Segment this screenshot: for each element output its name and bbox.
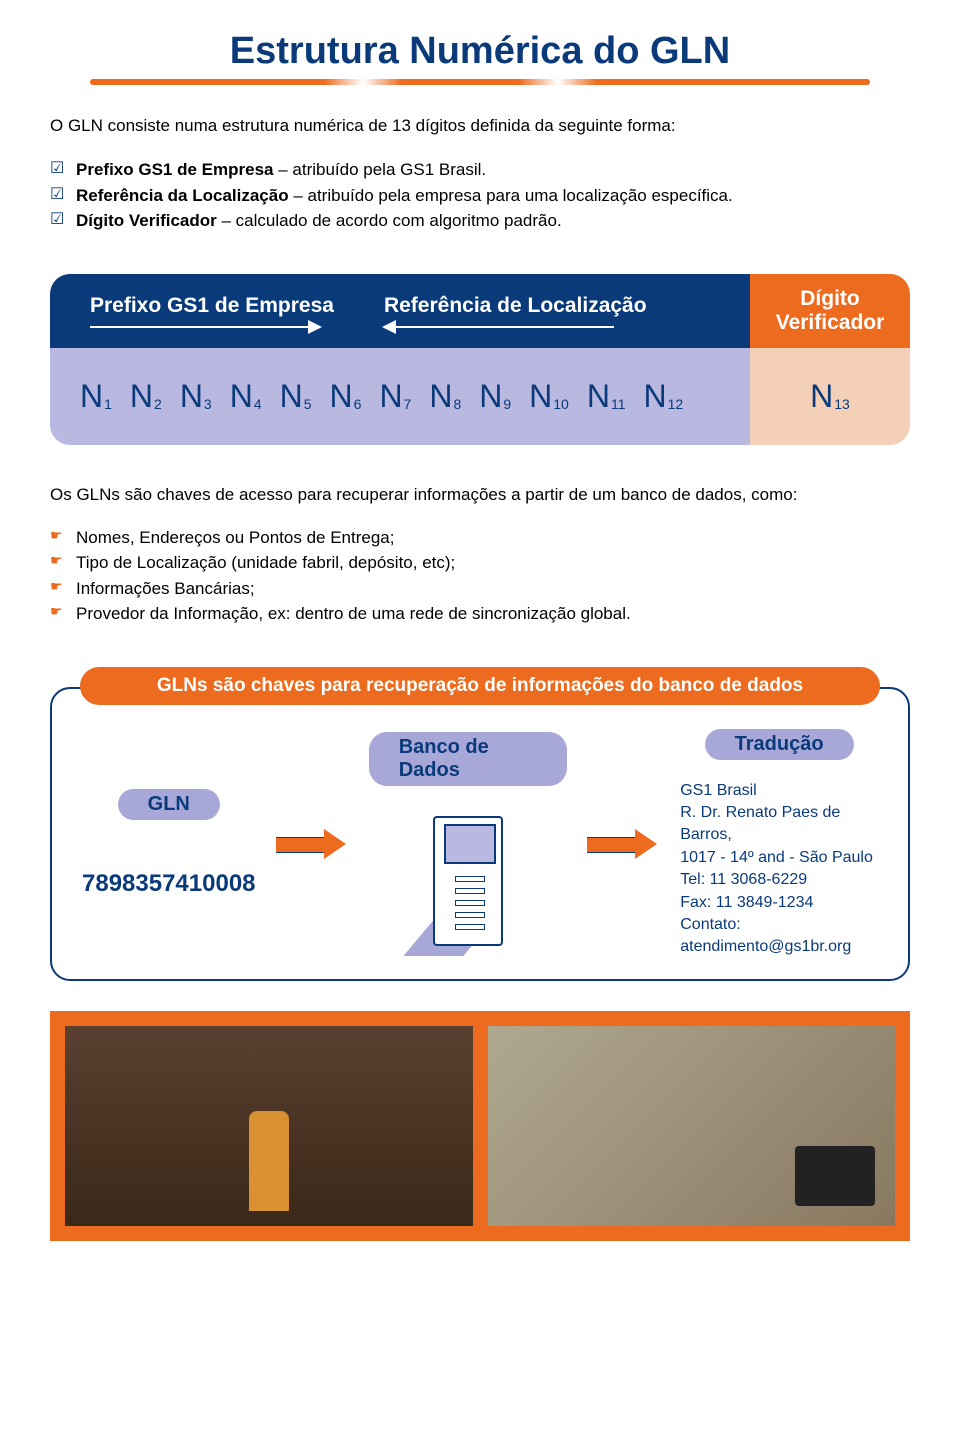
- photo-warehouse: [65, 1026, 473, 1226]
- n-cell: N1: [80, 378, 112, 415]
- n-subscript: 10: [553, 396, 569, 412]
- checklist-item: Referência da Localização – atribuído pe…: [50, 183, 910, 209]
- structure-diagram: Prefixo GS1 de Empresa Referência de Loc…: [50, 274, 910, 445]
- check-digit-label: Dígito Verificador: [750, 274, 910, 348]
- pointer-item: Informações Bancárias;: [50, 576, 910, 602]
- n-cell: N5: [280, 378, 312, 415]
- n-subscript: 3: [204, 396, 212, 412]
- checklist-rest: – calculado de acordo com algoritmo padr…: [217, 211, 562, 230]
- gln-pill: GLN: [118, 789, 220, 820]
- reference-label: Referência de Localização: [384, 294, 647, 318]
- n-subscript: 9: [503, 396, 511, 412]
- n-subscript: 4: [254, 396, 262, 412]
- contact-line: R. Dr. Renato Paes de Barros,: [680, 802, 878, 847]
- n-cell: N12: [644, 378, 684, 415]
- n-subscript: 5: [304, 396, 312, 412]
- banco-pill: Banco de Dados: [369, 732, 567, 786]
- checklist-bold: Referência da Localização: [76, 186, 289, 205]
- checklist-rest: – atribuído pela GS1 Brasil.: [273, 160, 486, 179]
- n-subscript: 6: [354, 396, 362, 412]
- page-title: Estrutura Numérica do GLN: [50, 30, 910, 73]
- photo-scanner: [488, 1026, 896, 1226]
- n-letter: N: [587, 378, 610, 415]
- checklist-bold: Prefixo GS1 de Empresa: [76, 160, 273, 179]
- arrow-right-icon: [276, 829, 349, 859]
- n-subscript: 8: [453, 396, 461, 412]
- n-letter: N: [230, 378, 253, 415]
- contact-line: Tel: 11 3068-6229: [680, 869, 878, 891]
- n-letter: N: [280, 378, 303, 415]
- pointer-item: Provedor da Informação, ex: dentro de um…: [50, 601, 910, 627]
- n-cell: N6: [330, 378, 362, 415]
- n-letter: N: [479, 378, 502, 415]
- n-letter: N: [130, 378, 153, 415]
- section-banner: GLNs são chaves para recuperação de info…: [80, 667, 880, 705]
- n-cell: N3: [180, 378, 212, 415]
- n-subscript: 13: [834, 396, 850, 412]
- n-cell: N4: [230, 378, 262, 415]
- access-list: Nomes, Endereços ou Pontos de Entrega; T…: [50, 525, 910, 627]
- structure-header-left: Prefixo GS1 de Empresa Referência de Loc…: [50, 274, 750, 348]
- n-cell: N13: [810, 378, 850, 415]
- pointer-item: Nomes, Endereços ou Pontos de Entrega;: [50, 525, 910, 551]
- n-letter: N: [429, 378, 452, 415]
- structure-header: Prefixo GS1 de Empresa Referência de Loc…: [50, 274, 910, 348]
- checklist-rest: – atribuído pela empresa para uma locali…: [289, 186, 733, 205]
- n-cell: N10: [529, 378, 569, 415]
- structure-body: N1N2N3N4N5N6N7N8N9N10N11N12 N13: [50, 348, 910, 445]
- contact-line: atendimento@gs1br.org: [680, 936, 878, 958]
- contact-line: Contato:: [680, 914, 878, 936]
- digit-label-2: Verificador: [776, 311, 885, 335]
- n-subscript: 7: [404, 396, 412, 412]
- n-subscript: 1: [104, 396, 112, 412]
- n-cell: N8: [429, 378, 461, 415]
- n-letter: N: [810, 378, 833, 415]
- gln-number: 7898357410008: [82, 870, 256, 898]
- check-digit-cell: N13: [750, 348, 910, 445]
- second-paragraph: Os GLNs são chaves de acesso para recupe…: [50, 485, 910, 505]
- n-letter: N: [644, 378, 667, 415]
- arrow-right-icon: [587, 829, 660, 859]
- contact-line: 1017 - 14º and - São Paulo: [680, 847, 878, 869]
- n-cell: N9: [479, 378, 511, 415]
- prefix-column: Prefixo GS1 de Empresa: [90, 294, 334, 328]
- n-cell: N7: [379, 378, 411, 415]
- checklist-bold: Dígito Verificador: [76, 211, 217, 230]
- digit-label-1: Dígito: [800, 287, 859, 311]
- n-subscript: 11: [611, 396, 626, 412]
- n-letter: N: [330, 378, 353, 415]
- definition-checklist: Prefixo GS1 de Empresa – atribuído pela …: [50, 157, 910, 234]
- photo-panel: [50, 1011, 910, 1241]
- n-cell: N11: [587, 378, 626, 415]
- prefix-label: Prefixo GS1 de Empresa: [90, 294, 334, 318]
- database-box: GLN 7898357410008 Banco de Dados Traduçã…: [50, 687, 910, 981]
- pointer-item: Tipo de Localização (unidade fabril, dep…: [50, 550, 910, 576]
- n-subscript: 12: [668, 396, 684, 412]
- database-column: Banco de Dados: [369, 732, 567, 956]
- digits-row: N1N2N3N4N5N6N7N8N9N10N11N12: [50, 348, 750, 445]
- title-underline: [90, 79, 870, 85]
- n-letter: N: [529, 378, 552, 415]
- n-subscript: 2: [154, 396, 162, 412]
- contact-info: GS1 Brasil R. Dr. Renato Paes de Barros,…: [680, 780, 878, 959]
- reference-column: Referência de Localização: [384, 294, 647, 328]
- n-letter: N: [80, 378, 103, 415]
- server-icon: [413, 806, 523, 956]
- contact-line: GS1 Brasil: [680, 780, 878, 802]
- checklist-item: Dígito Verificador – calculado de acordo…: [50, 208, 910, 234]
- arrow-left-icon: [384, 326, 614, 328]
- gln-column: GLN 7898357410008: [82, 789, 256, 898]
- n-letter: N: [180, 378, 203, 415]
- traducao-pill: Tradução: [705, 729, 854, 760]
- traducao-column: Tradução GS1 Brasil R. Dr. Renato Paes d…: [680, 729, 878, 959]
- n-letter: N: [379, 378, 402, 415]
- contact-line: Fax: 11 3849-1234: [680, 892, 878, 914]
- checklist-item: Prefixo GS1 de Empresa – atribuído pela …: [50, 157, 910, 183]
- intro-paragraph: O GLN consiste numa estrutura numérica d…: [50, 115, 910, 137]
- n-cell: N2: [130, 378, 162, 415]
- arrow-right-icon: [90, 326, 320, 328]
